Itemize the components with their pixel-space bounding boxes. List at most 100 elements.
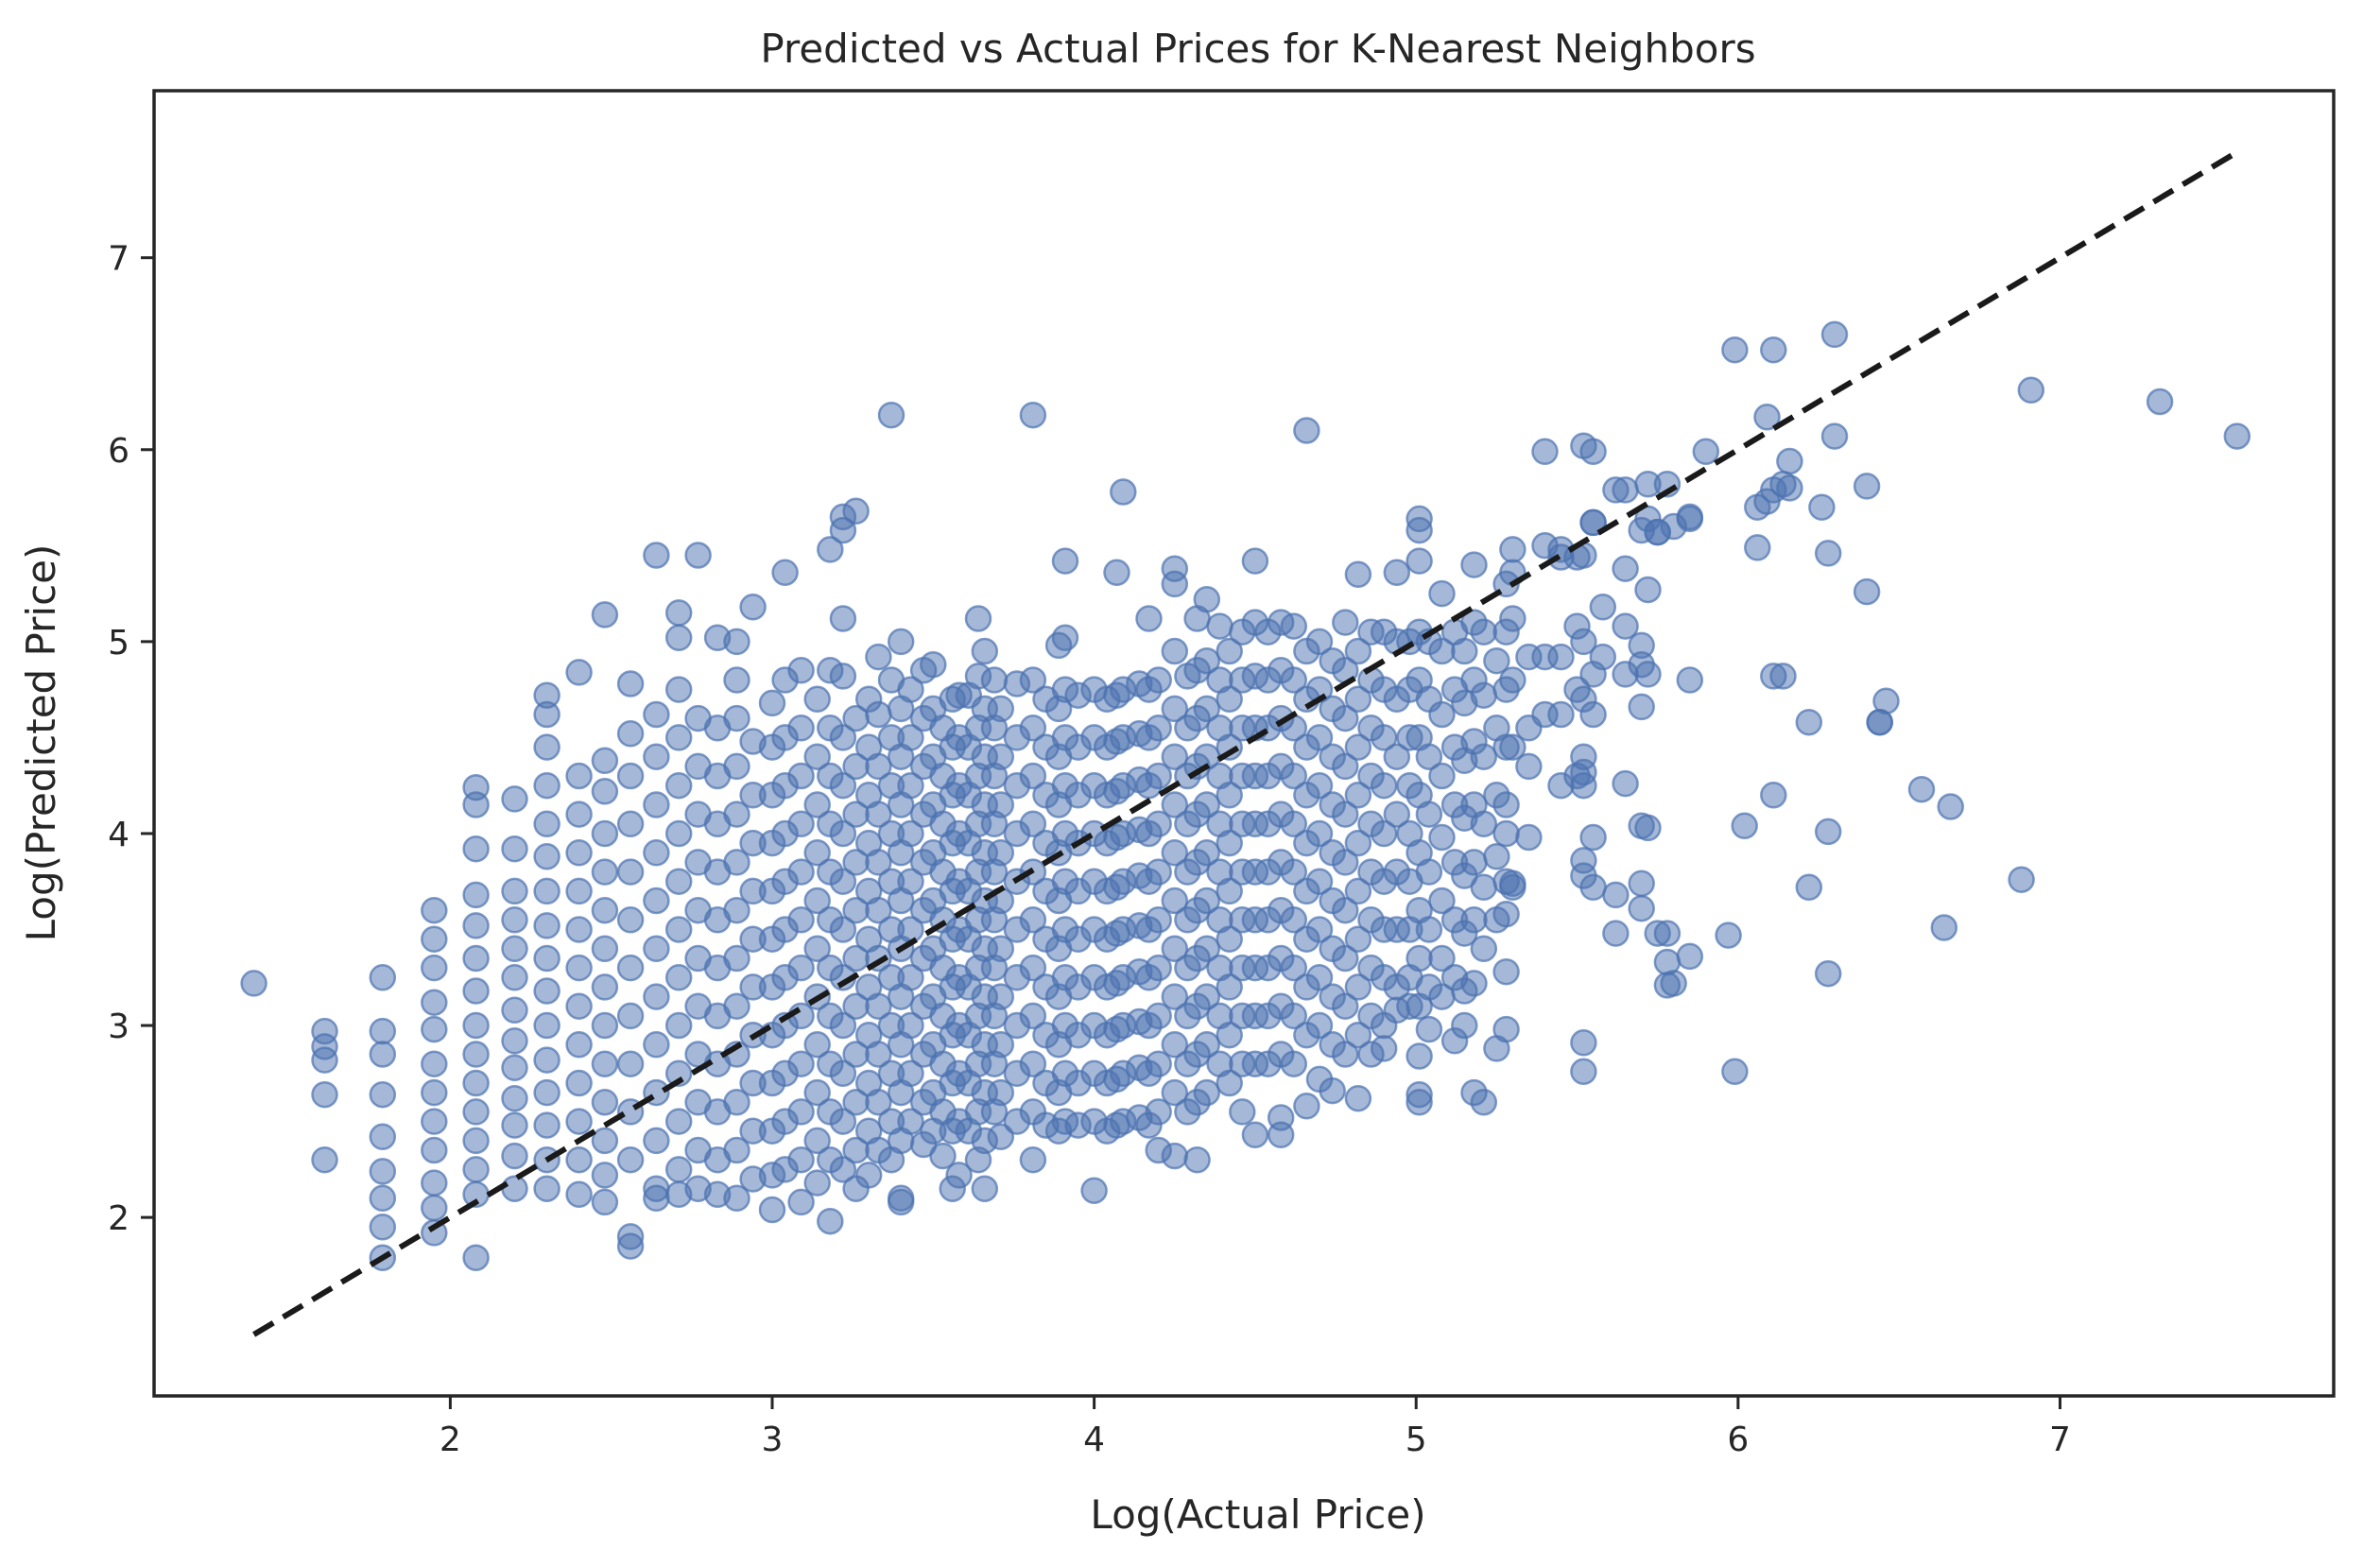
data-point bbox=[1344, 1021, 1372, 1049]
data-point bbox=[865, 643, 892, 671]
data-point bbox=[1193, 695, 1221, 723]
data-point bbox=[1820, 422, 1849, 450]
data-point bbox=[1305, 964, 1334, 991]
data-point bbox=[616, 906, 645, 934]
x-tick-label: 4 bbox=[1083, 1421, 1105, 1459]
data-point bbox=[803, 1127, 831, 1155]
data-point bbox=[1428, 700, 1456, 729]
data-point bbox=[1280, 858, 1308, 886]
y-tick-label: 3 bbox=[108, 1007, 129, 1046]
data-point bbox=[1161, 695, 1189, 723]
data-point bbox=[1460, 906, 1488, 934]
data-point bbox=[421, 1078, 448, 1107]
data-point bbox=[643, 887, 670, 915]
data-point bbox=[565, 954, 593, 982]
data-point bbox=[1161, 935, 1189, 963]
data-point bbox=[591, 896, 619, 924]
data-point bbox=[1305, 724, 1334, 751]
chart-title: Predicted vs Actual Prices for K-Nearest… bbox=[760, 26, 1755, 72]
data-point bbox=[987, 983, 1015, 1010]
data-point bbox=[1872, 687, 1900, 715]
data-point bbox=[829, 916, 857, 943]
data-point bbox=[1241, 1121, 1269, 1149]
data-point bbox=[1216, 829, 1243, 857]
data-point bbox=[1019, 1145, 1047, 1174]
data-point bbox=[1814, 959, 1842, 988]
data-point bbox=[1721, 1058, 1749, 1086]
data-point bbox=[1019, 401, 1047, 429]
data-point bbox=[1579, 438, 1607, 466]
data-point bbox=[533, 1046, 561, 1074]
data-point bbox=[421, 954, 448, 982]
data-point bbox=[462, 1244, 490, 1272]
data-point bbox=[462, 1041, 490, 1068]
data-point bbox=[897, 1059, 924, 1088]
data-point bbox=[1145, 666, 1172, 694]
data-point bbox=[1676, 942, 1704, 971]
data-point bbox=[1660, 970, 1687, 997]
data-point bbox=[1470, 681, 1498, 709]
data-point bbox=[739, 594, 767, 621]
data-point bbox=[1602, 920, 1630, 947]
data-point bbox=[723, 752, 750, 781]
reference-line bbox=[252, 149, 2239, 1337]
data-point bbox=[817, 536, 844, 563]
data-point bbox=[1760, 782, 1787, 809]
data-point bbox=[1344, 782, 1372, 809]
data-point bbox=[771, 559, 799, 587]
data-point bbox=[897, 819, 924, 848]
data-point bbox=[945, 1162, 973, 1189]
data-point bbox=[723, 1136, 750, 1164]
data-point bbox=[2146, 387, 2174, 416]
data-point bbox=[723, 628, 750, 656]
data-point bbox=[311, 1145, 338, 1174]
data-point bbox=[533, 944, 561, 973]
data-point bbox=[787, 1188, 815, 1216]
data-point bbox=[787, 715, 815, 742]
data-point bbox=[865, 1089, 892, 1116]
data-point bbox=[1161, 791, 1189, 818]
data-point bbox=[643, 983, 670, 1010]
data-point bbox=[2017, 376, 2045, 405]
data-point bbox=[829, 1156, 857, 1183]
data-point bbox=[533, 1111, 561, 1139]
data-point bbox=[1492, 957, 1520, 986]
data-point bbox=[1406, 1089, 1433, 1116]
data-point bbox=[533, 912, 561, 939]
data-point bbox=[1415, 1015, 1443, 1043]
data-point bbox=[723, 992, 750, 1020]
data-point bbox=[664, 964, 693, 991]
data-point bbox=[987, 1031, 1015, 1059]
data-point bbox=[920, 650, 947, 679]
data-point bbox=[1193, 887, 1221, 915]
data-point bbox=[1241, 547, 1269, 575]
data-point bbox=[1460, 849, 1488, 876]
data-point bbox=[1161, 637, 1189, 665]
data-point bbox=[421, 896, 448, 924]
data-point bbox=[1428, 762, 1456, 790]
data-point bbox=[1470, 810, 1498, 838]
data-point bbox=[2008, 866, 2035, 893]
data-point bbox=[1492, 819, 1520, 848]
data-point bbox=[1161, 983, 1189, 1010]
data-point bbox=[1907, 775, 1936, 803]
data-point bbox=[1280, 1050, 1308, 1077]
y-tick-label: 6 bbox=[108, 432, 129, 471]
data-point bbox=[1080, 1177, 1108, 1204]
data-point bbox=[1715, 921, 1742, 949]
x-tick-label: 5 bbox=[1406, 1421, 1427, 1459]
data-point bbox=[1470, 618, 1498, 646]
data-point bbox=[1776, 474, 1803, 502]
data-point bbox=[1280, 1002, 1308, 1030]
data-point bbox=[1492, 1015, 1520, 1043]
data-point bbox=[501, 1142, 528, 1170]
data-point bbox=[829, 771, 857, 800]
x-axis-label: Log(Actual Price) bbox=[1090, 1491, 1425, 1538]
data-point bbox=[664, 599, 693, 627]
data-point bbox=[664, 676, 693, 703]
data-point bbox=[723, 849, 750, 876]
data-point bbox=[1499, 666, 1526, 694]
data-point bbox=[1753, 404, 1781, 431]
data-point bbox=[987, 695, 1015, 723]
data-point bbox=[462, 791, 490, 818]
